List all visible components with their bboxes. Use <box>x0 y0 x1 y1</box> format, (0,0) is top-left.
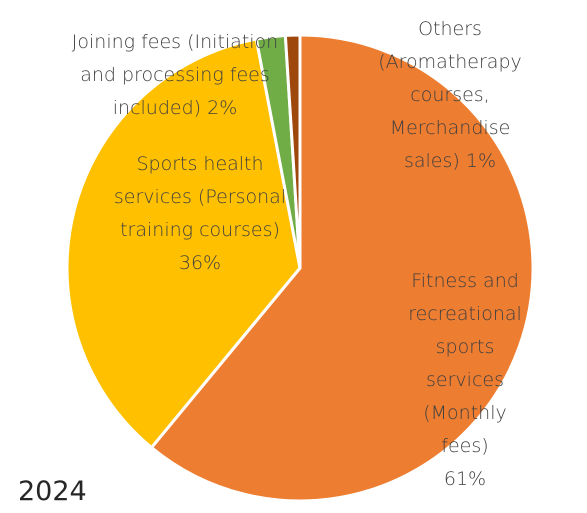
value-label: 2% <box>207 97 238 119</box>
category-label: Others (Aromatherapy courses, Merchandis… <box>378 18 522 172</box>
value-label: 61% <box>443 468 487 490</box>
value-label: 1% <box>465 150 497 172</box>
data-label: Fitness and recreational sports services… <box>404 265 526 496</box>
chart-title: 2024 <box>18 476 87 507</box>
pie-slice <box>65 37 302 450</box>
data-label: Sports health services (Personal trainin… <box>114 148 286 280</box>
pie-slice <box>283 33 302 270</box>
category-label: Joining fees (Initiation and processing … <box>71 31 279 119</box>
category-label: Sports health services (Personal trainin… <box>113 153 287 241</box>
value-label: 36% <box>178 252 222 274</box>
data-label: Joining fees (Initiation and processing … <box>72 26 278 125</box>
category-label: Fitness and recreational sports services… <box>408 270 522 457</box>
data-label: Others (Aromatherapy courses, Merchandis… <box>378 13 522 178</box>
pie-slice <box>149 33 535 503</box>
